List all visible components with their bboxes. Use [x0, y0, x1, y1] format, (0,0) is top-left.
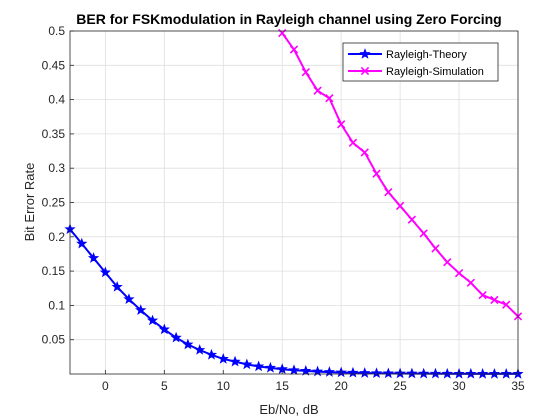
x-tick-label: 5 [161, 379, 168, 393]
y-tick-label: 0.2 [48, 230, 65, 244]
y-axis-label: Bit Error Rate [22, 163, 37, 242]
chart-title: BER for FSKmodulation in Rayleigh channe… [76, 11, 501, 27]
y-tick-label: 0.45 [42, 58, 66, 72]
x-tick-label: 20 [334, 379, 348, 393]
y-tick-label: 0.1 [48, 298, 65, 312]
y-tick-label: 0.25 [42, 196, 66, 210]
x-tick-label: 30 [452, 379, 466, 393]
x-tick-label: 10 [217, 379, 231, 393]
x-tick-label: 0 [102, 379, 109, 393]
y-tick-label: 0.4 [48, 93, 65, 107]
legend: Rayleigh-Theory Rayleigh-Simulation [343, 43, 498, 81]
x-axis-label: Eb/No, dB [259, 402, 318, 417]
legend-label-simulation: Rayleigh-Simulation [386, 66, 484, 78]
y-tick-label: 0.05 [42, 333, 66, 347]
y-tick-label: 0.35 [42, 127, 66, 141]
y-tick-label: 0.5 [48, 24, 65, 38]
x-tick-label: 15 [276, 379, 290, 393]
y-tick-label: 0.15 [42, 264, 66, 278]
x-tick-label: 25 [393, 379, 407, 393]
legend-label-theory: Rayleigh-Theory [386, 49, 467, 61]
y-tick-label: 0.3 [48, 161, 65, 175]
x-tick-label: 35 [511, 379, 525, 393]
